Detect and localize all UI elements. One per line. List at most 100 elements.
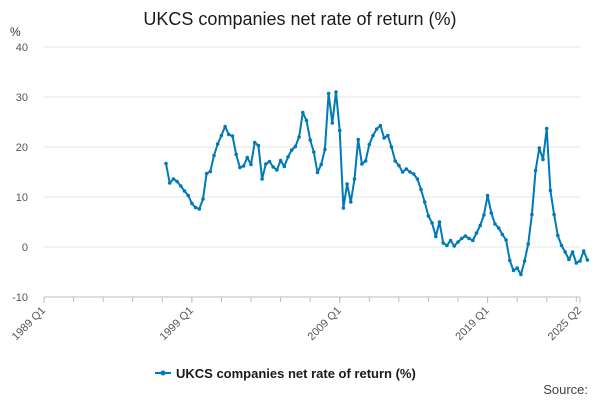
data-point [541,157,545,162]
data-point [471,238,475,243]
data-point [301,110,305,115]
data-point [445,243,449,248]
data-point [164,161,168,166]
data-point [426,214,431,218]
data-point [371,133,375,138]
y-tick-label: 20 [16,142,28,154]
data-point [519,272,523,277]
series-group [164,90,590,277]
data-point [293,144,298,149]
data-point [419,187,423,192]
data-point [190,201,194,206]
data-point [448,238,453,243]
x-tick-label: 2025 Q2 [546,305,584,343]
data-point [496,226,501,230]
data-point [278,158,283,163]
data-point [312,150,316,154]
data-point [345,182,349,186]
data-point [504,238,508,242]
y-tick-label: 10 [16,192,28,204]
data-point [526,242,530,246]
data-point [567,257,571,262]
data-point [223,124,227,129]
y-axis-ticks: -10 0 10 20 30 40 [12,42,28,304]
chart-title: UKCS companies net rate of return (%) [143,9,456,29]
data-point [179,184,183,188]
data-point [319,162,324,167]
data-point [459,236,464,241]
data-point [578,259,582,263]
legend[interactable]: UKCS companies net rate of return (%) [155,366,416,381]
data-point [474,231,479,235]
gridlines [44,46,580,298]
data-point [334,90,338,94]
data-point [378,123,383,128]
data-point [212,153,216,158]
data-point [167,181,172,185]
legend-label: UKCS companies net rate of return (%) [176,366,416,381]
data-point [360,162,364,166]
data-point [349,200,353,204]
y-tick-label: 30 [16,92,28,104]
data-point [352,177,357,181]
data-point [533,168,538,173]
data-point [289,148,294,152]
data-point [574,261,579,265]
data-point [544,126,549,131]
data-point [175,179,179,184]
data-point [404,167,409,171]
data-point [389,145,394,149]
data-point [559,243,564,248]
data-point [282,164,287,169]
x-tick-label: 2009 Q1 [306,305,344,343]
data-point [548,188,553,193]
data-point [434,234,438,239]
data-point [238,165,242,170]
data-point [227,132,231,137]
data-point [256,143,261,148]
data-point [441,241,446,245]
data-point [467,236,471,241]
data-point [511,268,516,273]
data-point [252,140,257,145]
data-point [537,146,542,150]
data-point [411,172,416,176]
data-point [563,250,567,254]
data-point [489,211,494,215]
data-point [478,223,483,228]
data-point [234,152,238,157]
data-point [286,155,290,159]
data-point [193,205,198,210]
data-point [271,165,276,169]
y-tick-label: 40 [16,42,28,54]
data-point [570,250,575,254]
data-point [201,197,205,201]
data-point [186,193,190,198]
data-point [323,147,327,152]
data-point [356,137,361,142]
x-axis-ticks: 1989 Q1 1999 Q1 2009 Q1 2019 Q1 2025 Q2 [10,297,584,343]
data-point [171,177,176,181]
data-point [260,177,264,181]
data-point [208,169,213,174]
x-tick-label: 2019 Q1 [453,305,491,343]
data-point [386,133,390,138]
data-point [493,222,497,226]
data-point [241,164,246,168]
data-point [374,127,379,131]
data-point [230,134,235,138]
data-point [264,162,268,166]
data-point [197,207,202,211]
data-point [456,240,460,244]
data-point [215,142,220,146]
source-label[interactable]: Source: [543,382,588,397]
data-point [485,193,490,198]
data-point [437,220,442,224]
data-point [452,244,457,248]
data-point [515,266,519,270]
data-point [304,118,309,123]
data-point [315,170,320,175]
data-point [308,138,313,142]
data-point [552,212,556,217]
